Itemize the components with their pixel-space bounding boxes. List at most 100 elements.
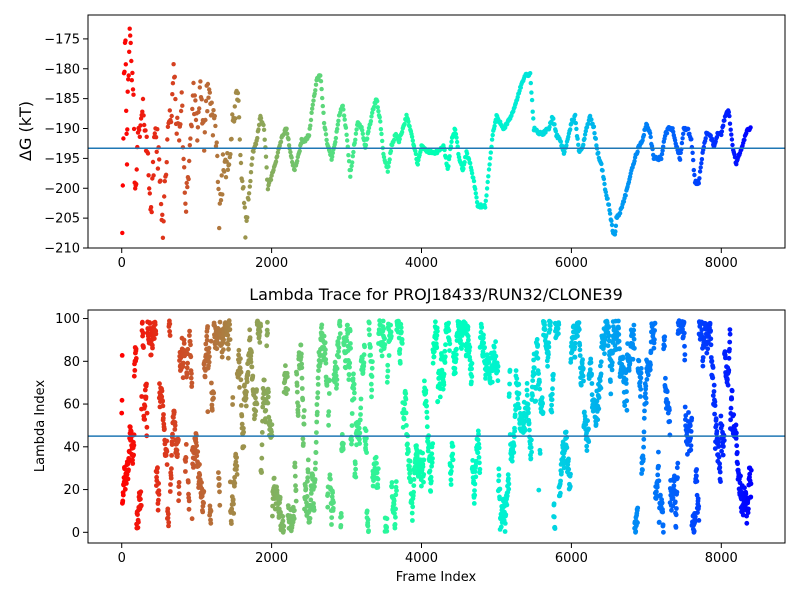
lambda-point (160, 398, 166, 404)
delta-g-point (125, 127, 130, 132)
delta-g-point (605, 196, 610, 201)
delta-g-point (198, 79, 203, 84)
lambda-point (248, 359, 254, 365)
lambda-point (341, 441, 346, 447)
lambda-point (144, 424, 150, 430)
lambda-point (729, 396, 735, 402)
lambda-point (712, 399, 718, 405)
lambda-point (230, 402, 236, 407)
delta-g-point (375, 98, 380, 104)
lambda-point (536, 371, 541, 376)
delta-g-point (349, 163, 354, 169)
lambda-point (561, 454, 566, 460)
lambda-y-tick-label: 60 (63, 398, 80, 413)
delta-g-point (632, 158, 637, 164)
lambda-point (663, 375, 668, 381)
lambda-point (694, 467, 699, 472)
lambda-point (723, 355, 728, 361)
delta-g-x-ticks: 0 2000 4000 6000 8000 (118, 248, 738, 271)
lambda-point (260, 404, 266, 410)
delta-g-point (321, 120, 327, 126)
delta-g-point (573, 112, 578, 118)
lambda-point (526, 410, 531, 416)
lambda-point (635, 505, 641, 511)
lambda-point (509, 454, 515, 460)
lambda-point (458, 338, 463, 344)
delta-g-point (659, 156, 664, 162)
delta-g-point (195, 125, 201, 130)
delta-g-point (582, 136, 587, 141)
delta-g-point (148, 205, 154, 210)
lambda-point (664, 389, 670, 395)
lambda-point (163, 452, 169, 458)
lambda-point (496, 466, 502, 472)
delta-g-point (213, 123, 218, 129)
lambda-point (384, 379, 390, 385)
lambda-point (126, 458, 132, 464)
lambda-point (441, 371, 447, 377)
lambda-point (717, 469, 723, 475)
lambda-point (673, 525, 679, 530)
delta-g-point (236, 115, 242, 120)
delta-g-point (313, 82, 319, 87)
lambda-point (184, 365, 190, 371)
lambda-point (211, 390, 217, 396)
lambda-point (670, 495, 676, 501)
lambda-point (357, 417, 363, 423)
lambda-point (733, 436, 739, 441)
delta-g-point (186, 176, 191, 182)
lambda-point (662, 343, 667, 349)
lambda-point (522, 428, 528, 433)
delta-g-point (640, 138, 645, 143)
delta-g-point (205, 81, 211, 87)
lambda-point (588, 360, 594, 365)
lambda-point (392, 511, 397, 516)
lambda-point (411, 477, 417, 482)
lambda-point (705, 346, 711, 352)
lambda-point (180, 360, 186, 366)
lambda-point (337, 318, 343, 324)
lambda-point (406, 449, 411, 455)
lambda-point (155, 507, 161, 513)
lambda-point (620, 354, 626, 360)
lambda-point (696, 504, 702, 509)
lambda-point (645, 372, 651, 378)
delta-g-point (199, 97, 204, 102)
delta-g-y-tick-label: −175 (44, 32, 80, 47)
lambda-x-tick-label: 0 (118, 551, 126, 566)
lambda-point (217, 489, 222, 495)
lambda-point (393, 492, 399, 498)
lambda-point (716, 443, 722, 449)
lambda-point (550, 377, 556, 382)
delta-g-point (320, 95, 325, 101)
delta-g-point (566, 134, 571, 139)
delta-g-point (286, 137, 291, 142)
lambda-point (636, 358, 642, 364)
lambda-point (654, 484, 660, 490)
delta-g-points (120, 26, 753, 240)
lambda-point (430, 360, 436, 366)
lambda-point (154, 469, 160, 475)
delta-g-point (406, 119, 411, 124)
lambda-point (162, 426, 167, 432)
lambda-point (502, 521, 508, 526)
delta-g-point (187, 158, 192, 164)
lambda-point (156, 488, 162, 493)
lambda-point (516, 405, 522, 411)
lambda-point (120, 492, 126, 498)
lambda-point (528, 445, 534, 450)
lambda-point (583, 422, 589, 427)
lambda-point (448, 477, 454, 483)
lambda-point (325, 491, 331, 497)
lambda-point (542, 322, 547, 328)
lambda-point (577, 353, 583, 358)
lambda-point (359, 356, 365, 361)
lambda-point (419, 483, 424, 489)
lambda-point (369, 374, 375, 379)
lambda-point (430, 456, 435, 461)
lambda-point (477, 466, 483, 472)
lambda-point (254, 387, 259, 393)
lambda-point (656, 449, 661, 455)
lambda-point (556, 322, 562, 327)
delta-g-point (235, 90, 241, 96)
